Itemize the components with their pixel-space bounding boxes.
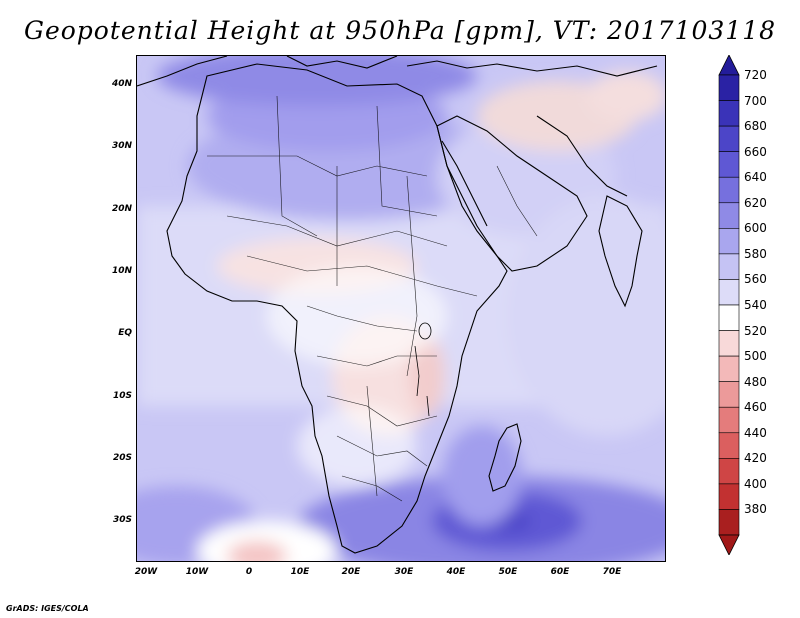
lon-label-40e: 40E bbox=[446, 567, 466, 577]
coastlines bbox=[137, 56, 658, 554]
lon-label-30e: 30E bbox=[394, 567, 414, 577]
colorbar-level-label: 620 bbox=[744, 195, 767, 210]
colorbar-level-label: 680 bbox=[744, 119, 767, 134]
lakes bbox=[414, 322, 432, 417]
colorbar-block bbox=[718, 330, 740, 357]
lat-label-10n: 10N bbox=[111, 266, 132, 276]
footer-credit: GrADS: IGES/COLA bbox=[6, 604, 89, 613]
lon-label-20e: 20E bbox=[341, 567, 361, 577]
colorbar-level-label: 380 bbox=[744, 502, 767, 517]
lat-label-20s: 20S bbox=[112, 453, 132, 463]
colorbar-block bbox=[718, 125, 740, 152]
lat-label-30n: 30N bbox=[111, 141, 132, 151]
colorbar-block bbox=[718, 176, 740, 204]
colorbar-level-label: 600 bbox=[744, 221, 767, 236]
height-field bbox=[137, 56, 665, 561]
chart-title: Geopotential Height at 950hPa [gpm], VT:… bbox=[23, 16, 777, 45]
map-panel bbox=[136, 55, 666, 562]
lat-label-30s: 30S bbox=[112, 515, 132, 525]
colorbar-block bbox=[718, 100, 740, 127]
lon-label-60e: 60E bbox=[550, 567, 570, 577]
geopotential-map bbox=[137, 56, 665, 561]
lat-label-40n: 40N bbox=[111, 79, 132, 89]
colorbar-level-label: 580 bbox=[744, 246, 767, 261]
colorbar-level-label: 420 bbox=[744, 451, 767, 466]
colorbar-block bbox=[718, 355, 740, 382]
colorbar-block bbox=[718, 432, 740, 459]
colorbar-level-label: 640 bbox=[744, 170, 767, 185]
lat-label-20n: 20N bbox=[111, 204, 132, 214]
colorbar-block bbox=[718, 151, 740, 178]
colorbar-level-label: 660 bbox=[744, 144, 767, 159]
colorbar-block bbox=[718, 381, 740, 408]
lon-label-20w: 20W bbox=[134, 567, 158, 577]
colorbar-block bbox=[718, 304, 740, 331]
colorbar-top-arrow bbox=[718, 55, 740, 76]
colorbar-level-label: 400 bbox=[744, 476, 767, 491]
colorbar-block bbox=[718, 74, 740, 101]
colorbar-level-label: 460 bbox=[744, 400, 767, 415]
lat-label-10s: 10S bbox=[112, 391, 132, 401]
lon-label-70e: 70E bbox=[602, 567, 622, 577]
colorbar-level-label: 440 bbox=[744, 425, 767, 440]
colorbar-level-label: 720 bbox=[744, 68, 767, 82]
colorbar bbox=[718, 55, 740, 555]
country-borders bbox=[207, 95, 538, 502]
colorbar-level-label: 480 bbox=[744, 374, 767, 389]
colorbar-block bbox=[718, 279, 740, 306]
colorbar-block bbox=[718, 202, 740, 229]
lon-label-50e: 50E bbox=[498, 567, 518, 577]
colorbar-bottom-arrow bbox=[718, 534, 740, 555]
lon-label-10e: 10E bbox=[290, 567, 310, 577]
colorbar-block bbox=[718, 406, 740, 434]
lon-label-0: 0 bbox=[245, 567, 253, 577]
colorbar-level-label: 700 bbox=[744, 93, 767, 108]
colorbar-level-label: 560 bbox=[744, 272, 767, 287]
lat-label-eq: EQ bbox=[118, 328, 132, 338]
colorbar-level-label: 540 bbox=[744, 298, 767, 312]
colorbar-level-label: 520 bbox=[744, 323, 767, 338]
colorbar-block bbox=[718, 483, 740, 510]
colorbar-block bbox=[718, 228, 740, 255]
lon-label-10w: 10W bbox=[185, 567, 209, 577]
colorbar-block bbox=[718, 253, 740, 280]
colorbar-block bbox=[718, 458, 740, 485]
colorbar-block bbox=[718, 509, 740, 536]
colorbar-level-label: 500 bbox=[744, 349, 767, 364]
